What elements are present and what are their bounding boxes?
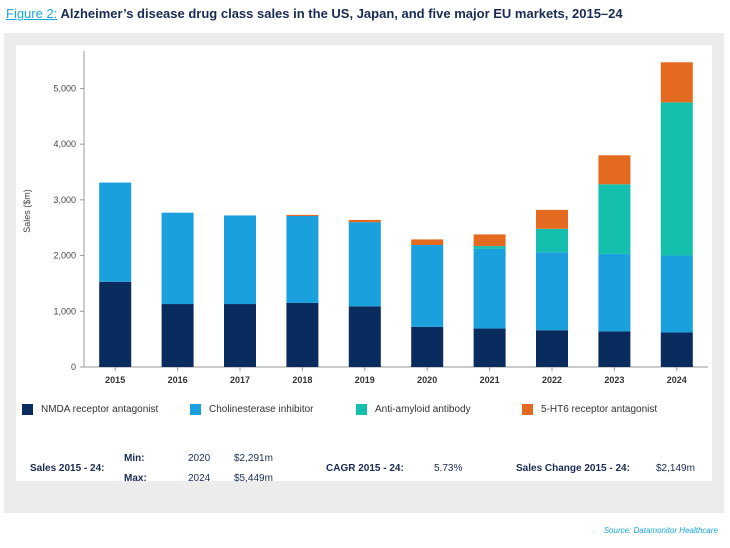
- bar-segment: [473, 328, 506, 367]
- sales-change-value: $2,149m: [656, 463, 695, 474]
- legend-item-5ht6: 5-HT6 receptor antagonist: [522, 401, 657, 417]
- bar-segment: [660, 332, 693, 367]
- legend-swatch: [356, 403, 367, 415]
- bar-segment: [224, 215, 256, 305]
- cagr-label: CAGR 2015 - 24:: [326, 463, 404, 474]
- legend-swatch: [22, 403, 33, 415]
- legend-label: 5-HT6 receptor antagonist: [541, 403, 658, 415]
- bar-segment: [99, 182, 132, 282]
- bar-segment: [536, 252, 568, 331]
- chart-card: 0 1,000 2,000 3,000 4,000 5,000 Sales ($m) 2015…: [16, 45, 712, 484]
- bar-segment: [473, 246, 506, 249]
- x-tick-label: 2020: [417, 375, 437, 385]
- chart-panel: 0 1,000 2,000 3,000 4,000 5,000 Sales ($m) 2015…: [4, 33, 724, 513]
- bar-segment: [348, 219, 381, 223]
- legend-label: Cholinesterase inhibitor: [209, 403, 314, 415]
- bar-segment: [411, 326, 444, 367]
- y-tick-label: 2,000: [53, 251, 76, 261]
- legend-item-anti-amyloid: Anti-amyloid antibody: [356, 401, 471, 417]
- x-tick-label: 2022: [542, 375, 562, 385]
- y-tick-label: 0: [71, 362, 76, 372]
- bar-segment: [473, 234, 506, 247]
- legend-item-cholinesterase: Cholinesterase inhibitor: [190, 401, 314, 417]
- bar-segment: [348, 306, 381, 367]
- figure-title: Figure 2: Alzheimer’s disease drug class…: [6, 6, 726, 21]
- bar-segment: [411, 239, 444, 245]
- bar-segment: [224, 304, 256, 367]
- bar-segment: [286, 302, 319, 367]
- y-tick-label: 5,000: [53, 83, 76, 93]
- source-note: Source: Datamonitor Healthcare: [603, 526, 718, 535]
- legend-label: Anti-amyloid antibody: [375, 403, 471, 415]
- bar-segment: [411, 244, 444, 327]
- bar-segment: [598, 184, 631, 254]
- bar-segment: [536, 228, 568, 253]
- bar-segment: [99, 281, 132, 367]
- legend-swatch: [522, 403, 533, 415]
- sales-range-label: Sales 2015 - 24:: [30, 463, 105, 474]
- x-tick-label: 2023: [604, 375, 624, 385]
- legend-swatch: [190, 403, 201, 415]
- chart-legend: NMDA receptor antagonist Cholinesterase …: [16, 401, 712, 425]
- x-tick-label: 2018: [292, 375, 312, 385]
- bar-segment: [598, 331, 631, 367]
- bar-segment: [161, 304, 194, 367]
- min-label: Min:: [124, 453, 145, 464]
- bar-segment: [598, 155, 631, 185]
- sales-change-label: Sales Change 2015 - 24:: [516, 463, 630, 474]
- bar-segment: [536, 330, 568, 367]
- bar-segment: [598, 253, 631, 332]
- stacked-bar-chart: 0 1,000 2,000 3,000 4,000 5,000 Sales ($m) 2015…: [22, 51, 708, 385]
- bar-segment: [660, 255, 693, 333]
- x-tick-label: 2016: [168, 375, 188, 385]
- figure-title-text: Alzheimer’s disease drug class sales in …: [60, 6, 623, 21]
- y-tick-label: 4,000: [53, 139, 76, 149]
- x-tick-label: 2015: [105, 375, 125, 385]
- y-tick-label: 3,000: [53, 195, 76, 205]
- bar-segment: [473, 248, 506, 329]
- bar-segment: [660, 62, 693, 103]
- bar-segment: [286, 216, 319, 303]
- legend-label: NMDA receptor antagonist: [41, 403, 159, 415]
- x-tick-label: 2024: [667, 375, 687, 385]
- max-value: $5,449m: [234, 473, 273, 484]
- min-year: 2020: [188, 453, 211, 464]
- bar-segment: [286, 214, 319, 217]
- summary-stats: Sales 2015 - 24: Min: 2020 $2,291m Max: …: [16, 453, 712, 493]
- y-tick-label: 1,000: [53, 306, 76, 316]
- x-tick-label: 2017: [230, 375, 250, 385]
- y-axis-label: Sales ($m): [22, 189, 32, 233]
- bar-segment: [536, 209, 568, 229]
- min-value: $2,291m: [234, 453, 273, 464]
- max-label: Max:: [124, 473, 147, 484]
- bar-segment: [348, 222, 381, 307]
- x-tick-label: 2019: [355, 375, 375, 385]
- x-tick-label: 2021: [480, 375, 500, 385]
- cagr-value: 5.73%: [434, 463, 463, 474]
- max-year: 2024: [188, 473, 211, 484]
- figure-number-link[interactable]: Figure 2:: [6, 6, 58, 21]
- bar-segment: [660, 102, 693, 256]
- legend-item-nmda: NMDA receptor antagonist: [22, 401, 158, 417]
- bar-segment: [161, 212, 194, 305]
